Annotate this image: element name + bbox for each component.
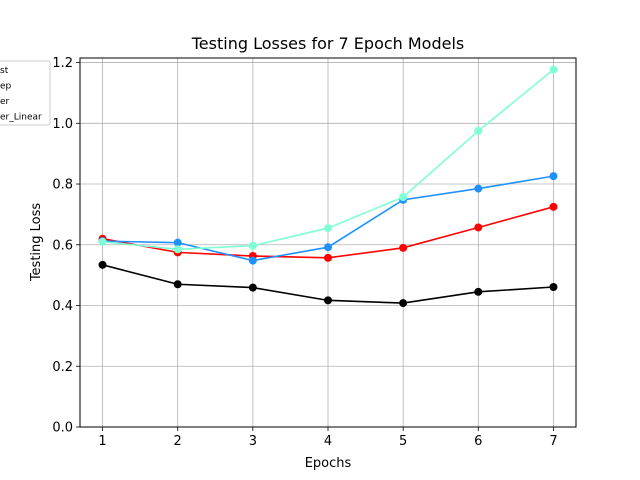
y-axis-ticks: 0.0 0.2 0.4 0.6 0.8 1.0 1.2 — [52, 56, 80, 436]
data-point — [248, 256, 257, 265]
data-point — [324, 243, 332, 252]
y-tick-label: 0.6 — [52, 238, 73, 253]
data-point — [549, 282, 558, 291]
legend-label: er — [0, 97, 10, 107]
data-point — [399, 299, 408, 308]
data-point — [549, 65, 558, 74]
legend-box — [0, 60, 51, 126]
data-point — [324, 253, 332, 262]
data-point — [549, 172, 558, 181]
data-point — [474, 287, 483, 296]
data-point — [248, 283, 257, 292]
grid-lines — [80, 58, 576, 428]
data-point — [399, 243, 408, 252]
y-tick-label: 1.2 — [52, 56, 73, 71]
data-point — [173, 238, 182, 247]
chart-title: Testing Losses for 7 Epoch Models — [191, 34, 465, 53]
data-point — [474, 184, 483, 193]
x-tick-label: 6 — [474, 434, 482, 449]
x-tick-label: 5 — [399, 434, 407, 449]
data-point — [98, 237, 107, 246]
series-1 — [98, 260, 558, 308]
legend: st ep er er_Linear — [0, 60, 51, 126]
data-point — [474, 126, 483, 135]
x-tick-label: 3 — [249, 434, 257, 449]
series-layer — [98, 65, 558, 308]
data-point — [324, 296, 332, 305]
legend-label: er_Linear — [0, 113, 42, 123]
y-tick-label: 1.0 — [52, 117, 73, 132]
x-axis-label: Epochs — [305, 456, 352, 471]
y-tick-label: 0.8 — [52, 178, 73, 193]
data-point — [173, 280, 182, 289]
x-axis-ticks: 1 2 3 4 5 6 7 — [98, 427, 558, 449]
x-tick-label: 7 — [549, 434, 557, 449]
y-axis-label: Testing Loss — [29, 203, 44, 283]
y-tick-label: 0.2 — [52, 360, 73, 375]
y-tick-label: 0.4 — [52, 299, 73, 314]
series-3 — [98, 65, 558, 254]
x-tick-label: 4 — [324, 434, 332, 449]
data-point — [324, 224, 332, 233]
data-point — [399, 193, 408, 202]
data-point — [173, 245, 182, 254]
data-point — [474, 223, 483, 232]
data-point — [98, 260, 107, 269]
x-tick-label: 2 — [174, 434, 182, 449]
x-tick-label: 1 — [98, 434, 106, 449]
data-point — [549, 202, 558, 211]
y-tick-label: 0.0 — [52, 421, 73, 436]
legend-label: st — [0, 66, 9, 76]
data-point — [248, 241, 257, 250]
legend-label: ep — [0, 82, 12, 92]
